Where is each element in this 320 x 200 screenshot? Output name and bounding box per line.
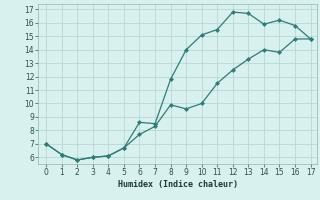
X-axis label: Humidex (Indice chaleur): Humidex (Indice chaleur) [118,180,238,189]
